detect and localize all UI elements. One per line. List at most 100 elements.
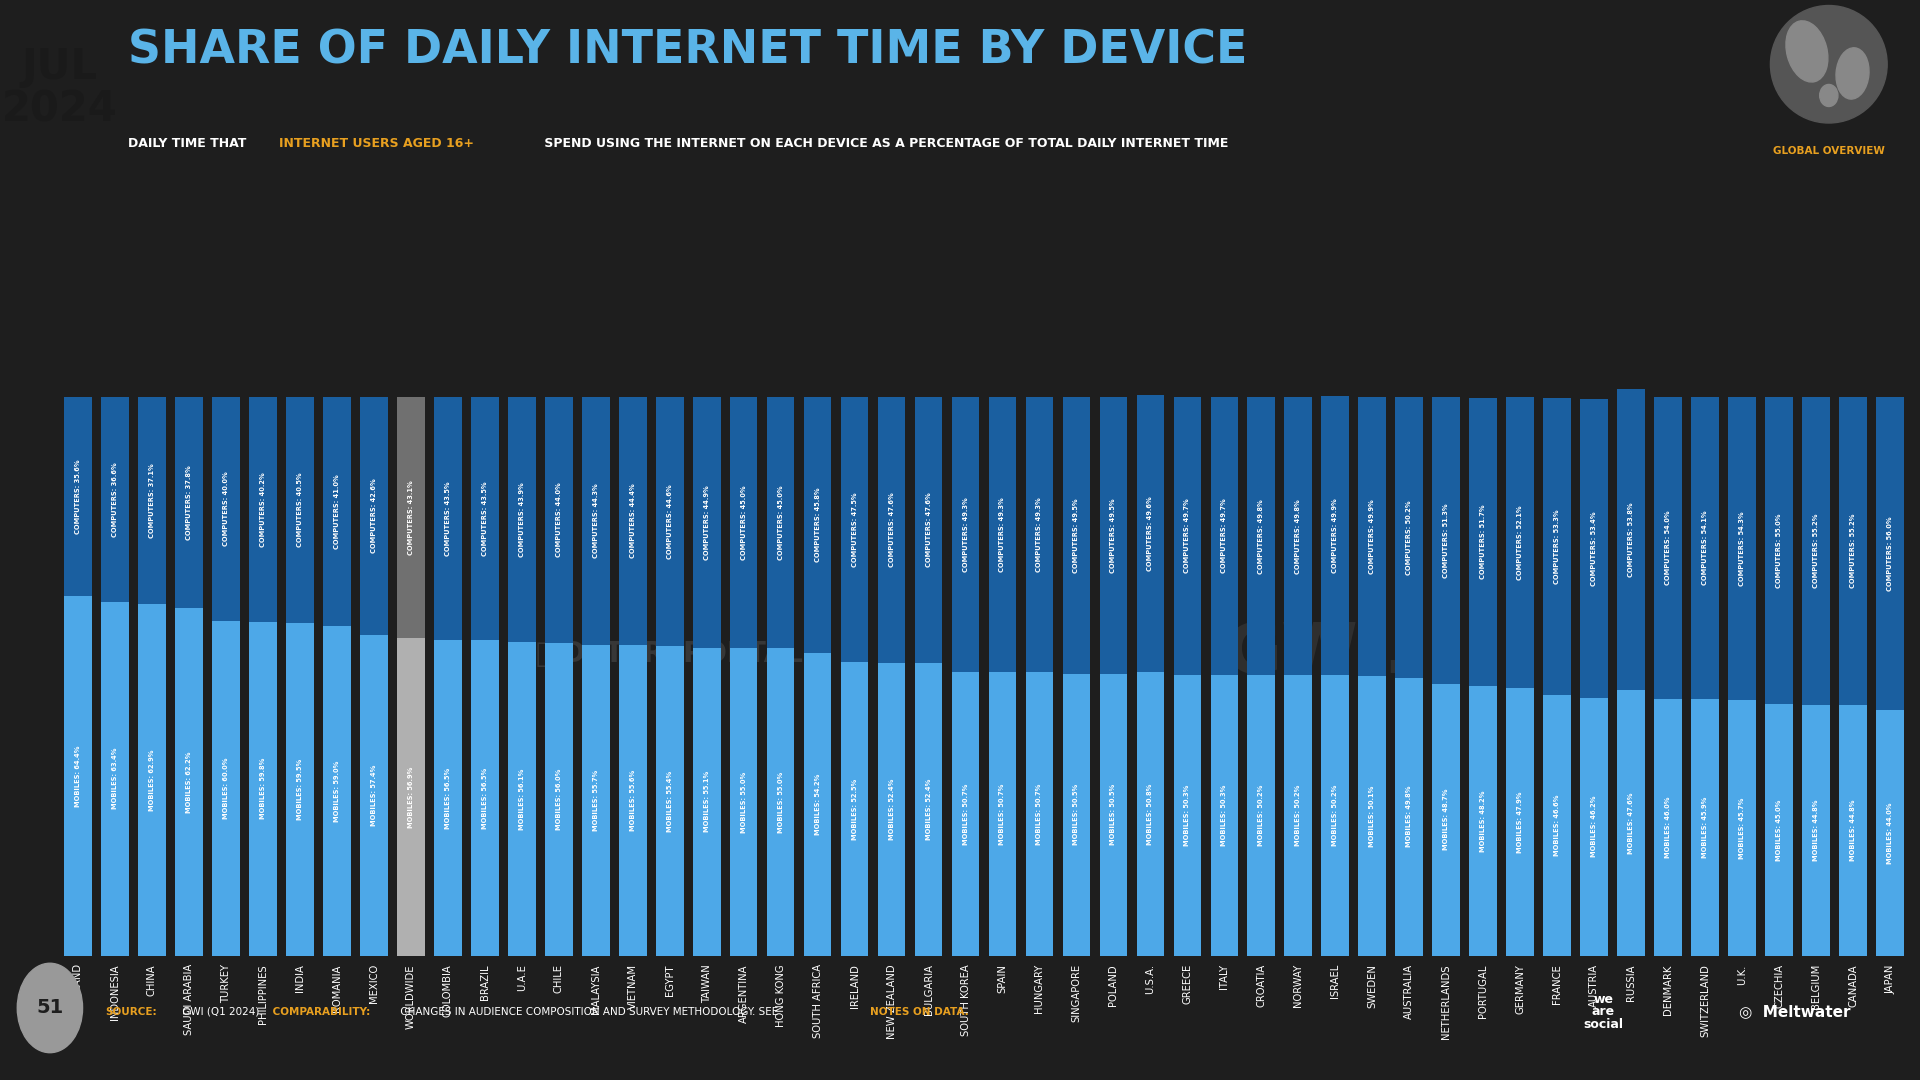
- Text: MOBILES: 50.5%: MOBILES: 50.5%: [1110, 784, 1116, 846]
- Bar: [1803, 705, 1830, 956]
- Text: MOBILES: 56.5%: MOBILES: 56.5%: [482, 767, 488, 828]
- Text: COMPUTERS: 52.1%: COMPUTERS: 52.1%: [1517, 505, 1523, 580]
- Bar: [1432, 397, 1459, 684]
- Text: MOBILES: 56.5%: MOBILES: 56.5%: [445, 767, 451, 828]
- Text: COMPUTERS: 44.9%: COMPUTERS: 44.9%: [703, 485, 710, 559]
- Bar: [1580, 400, 1609, 698]
- Bar: [1210, 397, 1238, 675]
- Text: COMPUTERS: 40.0%: COMPUTERS: 40.0%: [223, 471, 228, 546]
- Bar: [359, 635, 388, 956]
- Bar: [175, 608, 204, 956]
- Bar: [1655, 699, 1682, 956]
- Text: COMPUTERS: 43.1%: COMPUTERS: 43.1%: [407, 481, 415, 555]
- Text: MOBILES: 59.8%: MOBILES: 59.8%: [259, 758, 265, 820]
- Text: JUL
2024: JUL 2024: [2, 46, 117, 130]
- Text: COMPUTERS: 49.3%: COMPUTERS: 49.3%: [1000, 498, 1006, 572]
- Text: MOBILES: 50.7%: MOBILES: 50.7%: [1000, 783, 1006, 845]
- Text: MOBILES: 59.5%: MOBILES: 59.5%: [298, 759, 303, 820]
- Bar: [470, 397, 499, 640]
- Bar: [1728, 397, 1757, 701]
- Text: COMPUTERS: 49.5%: COMPUTERS: 49.5%: [1073, 498, 1079, 572]
- Ellipse shape: [17, 963, 83, 1053]
- Text: COMPUTERS: 36.6%: COMPUTERS: 36.6%: [111, 462, 117, 537]
- Bar: [1248, 397, 1275, 675]
- Text: MOBILES: 48.7%: MOBILES: 48.7%: [1444, 789, 1450, 850]
- Bar: [804, 653, 831, 956]
- Text: COMPUTERS: 54.3%: COMPUTERS: 54.3%: [1740, 512, 1745, 586]
- Bar: [618, 397, 647, 645]
- Text: COMPUTERS: 55.0%: COMPUTERS: 55.0%: [1776, 513, 1782, 588]
- Bar: [211, 621, 240, 956]
- Text: COMPUTERS: 49.9%: COMPUTERS: 49.9%: [1332, 499, 1338, 573]
- Bar: [1137, 395, 1164, 672]
- Text: MOBILES: 50.5%: MOBILES: 50.5%: [1073, 784, 1079, 846]
- Text: MOBILES: 55.0%: MOBILES: 55.0%: [741, 771, 747, 833]
- Bar: [359, 397, 388, 635]
- Text: MOBILES: 45.7%: MOBILES: 45.7%: [1740, 797, 1745, 859]
- Bar: [1248, 675, 1275, 956]
- Bar: [1839, 705, 1866, 956]
- Circle shape: [1770, 5, 1887, 123]
- Text: COMPUTERS: 50.2%: COMPUTERS: 50.2%: [1405, 500, 1413, 575]
- Text: MOBILES: 62.2%: MOBILES: 62.2%: [186, 752, 192, 813]
- Text: MOBILES: 50.2%: MOBILES: 50.2%: [1296, 785, 1302, 847]
- Bar: [286, 623, 313, 956]
- Text: COMPUTERS: 51.3%: COMPUTERS: 51.3%: [1444, 503, 1450, 578]
- Text: NOTES ON DATA.: NOTES ON DATA.: [870, 1007, 968, 1016]
- Bar: [914, 663, 943, 956]
- Text: COMPUTERS: 44.4%: COMPUTERS: 44.4%: [630, 484, 636, 558]
- Text: GLOBAL OVERVIEW: GLOBAL OVERVIEW: [1772, 146, 1885, 156]
- Bar: [693, 397, 720, 648]
- Text: COMPUTERS: 44.0%: COMPUTERS: 44.0%: [555, 483, 563, 557]
- Bar: [1137, 672, 1164, 956]
- Text: COMPUTERS: 37.8%: COMPUTERS: 37.8%: [186, 465, 192, 540]
- Text: MOBILES: 52.4%: MOBILES: 52.4%: [889, 779, 895, 840]
- Bar: [1839, 397, 1866, 705]
- Bar: [1876, 397, 1905, 710]
- Text: COMPUTERS: 49.8%: COMPUTERS: 49.8%: [1258, 499, 1265, 573]
- Bar: [250, 622, 276, 956]
- Text: COMPUTERS: 45.0%: COMPUTERS: 45.0%: [778, 485, 783, 561]
- Bar: [509, 643, 536, 956]
- Text: MOBILES: 55.0%: MOBILES: 55.0%: [778, 771, 783, 833]
- Bar: [1321, 396, 1350, 675]
- Bar: [1100, 674, 1127, 956]
- Text: GWI (Q1 2024).: GWI (Q1 2024).: [179, 1007, 263, 1016]
- Bar: [397, 638, 424, 956]
- Text: MOBILES: 48.2%: MOBILES: 48.2%: [1480, 791, 1486, 852]
- Text: SHARE OF DAILY INTERNET TIME BY DEVICE: SHARE OF DAILY INTERNET TIME BY DEVICE: [129, 29, 1248, 73]
- Text: MOBILES: 49.8%: MOBILES: 49.8%: [1405, 786, 1413, 848]
- Bar: [434, 397, 461, 640]
- Text: COMPUTERS: 40.5%: COMPUTERS: 40.5%: [298, 473, 303, 548]
- Bar: [1025, 673, 1054, 956]
- Bar: [1876, 710, 1905, 956]
- Bar: [766, 397, 795, 648]
- Text: MOBILES: 50.3%: MOBILES: 50.3%: [1221, 784, 1227, 846]
- Text: MOBILES: 50.7%: MOBILES: 50.7%: [962, 783, 968, 845]
- Ellipse shape: [1820, 84, 1837, 107]
- Text: COMPUTERS: 35.6%: COMPUTERS: 35.6%: [75, 459, 81, 534]
- Bar: [1617, 389, 1645, 690]
- Bar: [1284, 397, 1311, 675]
- Bar: [657, 397, 684, 646]
- Bar: [618, 645, 647, 956]
- Bar: [952, 397, 979, 673]
- Text: COMPUTERS: 42.6%: COMPUTERS: 42.6%: [371, 478, 376, 553]
- Bar: [693, 648, 720, 956]
- Bar: [509, 397, 536, 643]
- Text: ⓓ DATAREPORTAL: ⓓ DATAREPORTAL: [536, 639, 803, 667]
- Text: MOBILES: 63.4%: MOBILES: 63.4%: [111, 748, 117, 809]
- Text: COMPUTERS: 54.0%: COMPUTERS: 54.0%: [1665, 511, 1670, 585]
- Text: MOBILES: 55.6%: MOBILES: 55.6%: [630, 770, 636, 832]
- Bar: [582, 397, 609, 645]
- Text: COMPUTERS: 43.9%: COMPUTERS: 43.9%: [518, 483, 524, 557]
- Text: CHANGES IN AUDIENCE COMPOSITION AND SURVEY METHODOLOGY. SEE: CHANGES IN AUDIENCE COMPOSITION AND SURV…: [397, 1007, 781, 1016]
- Text: COMPUTERS: 49.3%: COMPUTERS: 49.3%: [962, 498, 968, 572]
- Text: 51: 51: [36, 999, 63, 1017]
- Bar: [877, 397, 906, 663]
- Text: GWI.: GWI.: [1225, 620, 1411, 687]
- Text: MOBILES: 44.8%: MOBILES: 44.8%: [1851, 800, 1857, 862]
- Bar: [657, 646, 684, 956]
- Text: MOBILES: 50.8%: MOBILES: 50.8%: [1148, 783, 1154, 845]
- Bar: [434, 640, 461, 956]
